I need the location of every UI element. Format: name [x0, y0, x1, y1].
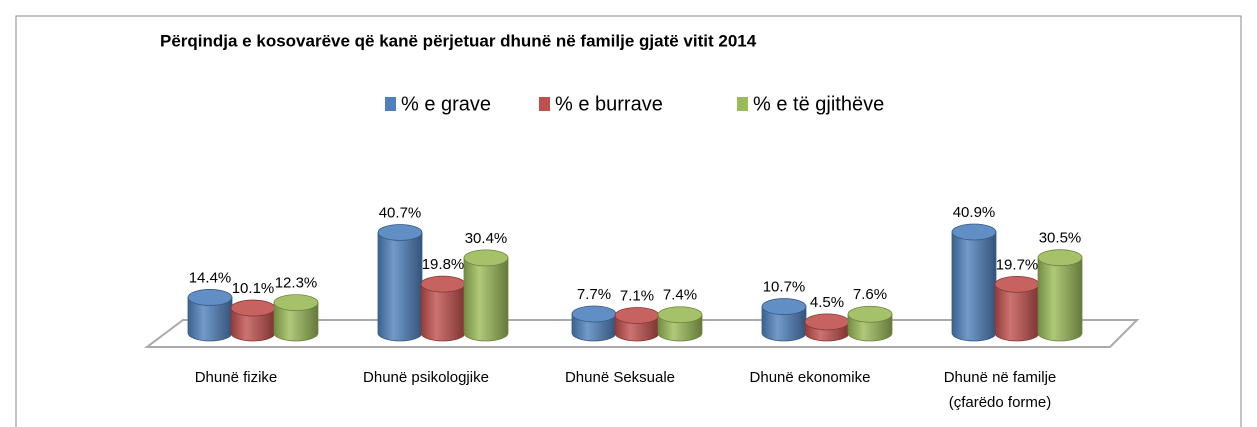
bar [230, 299, 276, 342]
bar-body [377, 232, 423, 342]
data-label: 4.5% [810, 294, 844, 311]
x-tick-label: Dhunë ekonomike [750, 369, 871, 386]
bar-top [614, 307, 660, 324]
bar [804, 313, 850, 342]
bar [994, 275, 1040, 342]
bar-body [951, 231, 997, 342]
chart-border [15, 15, 1242, 427]
bar [571, 305, 617, 342]
data-label: 10.7% [763, 279, 806, 296]
bar [847, 305, 893, 342]
data-label: 10.1% [232, 280, 275, 297]
bar [463, 249, 509, 342]
bar-body [420, 283, 466, 342]
bar-top [761, 298, 807, 315]
bar-top [377, 224, 423, 241]
data-label: 12.3% [275, 275, 318, 292]
bar-top [994, 275, 1040, 293]
data-label: 7.4% [663, 287, 697, 304]
data-label: 30.5% [1039, 230, 1082, 247]
bar-body [994, 283, 1040, 342]
bar-top [847, 305, 893, 323]
bar-body [463, 257, 509, 342]
bar [273, 294, 319, 342]
x-tick-label: Dhunë Seksuale [565, 369, 675, 386]
bar [377, 224, 423, 342]
bar-body [1037, 257, 1083, 342]
bar [614, 307, 660, 342]
bar-top [187, 289, 233, 306]
bar [1037, 249, 1083, 342]
bar-top [1037, 249, 1083, 267]
data-label: 7.7% [577, 286, 611, 303]
x-tick-label: Dhunë fizike [195, 369, 278, 386]
data-label: 19.8% [422, 256, 465, 273]
x-tick-label: Dhunë psikologjike [363, 369, 489, 386]
data-label: 40.9% [953, 204, 996, 221]
bar [761, 298, 807, 342]
data-label: 30.4% [465, 230, 508, 247]
data-label: 19.7% [996, 256, 1039, 273]
data-label: 7.6% [853, 286, 887, 303]
bar-top [657, 306, 703, 324]
bar-top [571, 305, 617, 323]
legend-swatch [539, 97, 550, 111]
data-label: 40.7% [379, 204, 422, 221]
bar-top [463, 249, 509, 267]
bar-top [804, 313, 850, 331]
legend-label: % e të gjithëve [753, 93, 884, 115]
legend-swatch [737, 97, 748, 111]
legend-label: % e burrave [555, 93, 663, 115]
bar-top [951, 223, 997, 241]
data-label: 7.1% [620, 287, 654, 304]
bar-top [273, 294, 319, 312]
bar [657, 306, 703, 342]
bar [420, 275, 466, 342]
legend-swatch [385, 97, 396, 111]
data-label: 14.4% [189, 269, 232, 286]
bar-body [273, 302, 319, 342]
x-tick-label: Dhunë në familje (çfarëdo forme) [944, 369, 1057, 411]
legend-label: % e grave [401, 93, 491, 115]
bar [951, 223, 997, 342]
chart-title: Përqindja e kosovarëve që kanë përjetuar… [160, 31, 757, 50]
bar-top [420, 275, 466, 293]
bar [187, 289, 233, 342]
bar-top [230, 299, 276, 317]
